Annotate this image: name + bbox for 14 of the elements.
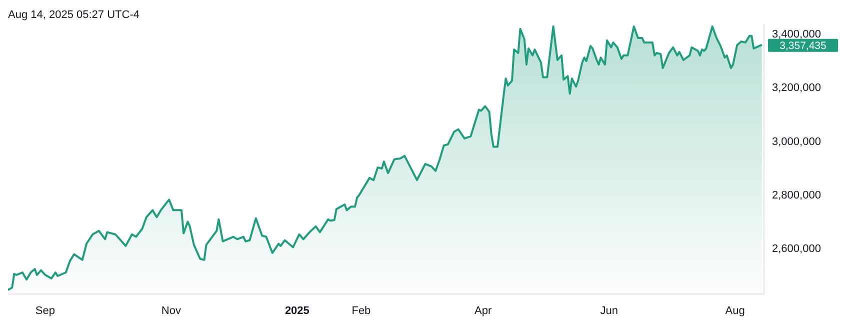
y-tick-label: 2,800,000 xyxy=(772,190,821,202)
x-tick-label: Aug xyxy=(725,305,745,317)
y-tick-label: 3,400,000 xyxy=(772,28,821,40)
x-tick-label: Nov xyxy=(161,305,182,317)
y-tick-label: 2,600,000 xyxy=(772,243,821,256)
y-tick-label: 3,200,000 xyxy=(772,82,821,94)
annotation: 3,357,435 xyxy=(780,40,827,52)
y-tick-label: 3,000,000 xyxy=(772,136,821,148)
x-tick-label: Sep xyxy=(35,305,55,317)
x-tick-label: Apr xyxy=(474,305,492,317)
x-tick-label: Jun xyxy=(600,305,618,317)
x-tick-label: 2025 xyxy=(284,305,310,317)
x-tick-label: Feb xyxy=(352,305,371,317)
chart-title: Aug 14, 2025 05:27 UTC-4 xyxy=(8,8,140,22)
